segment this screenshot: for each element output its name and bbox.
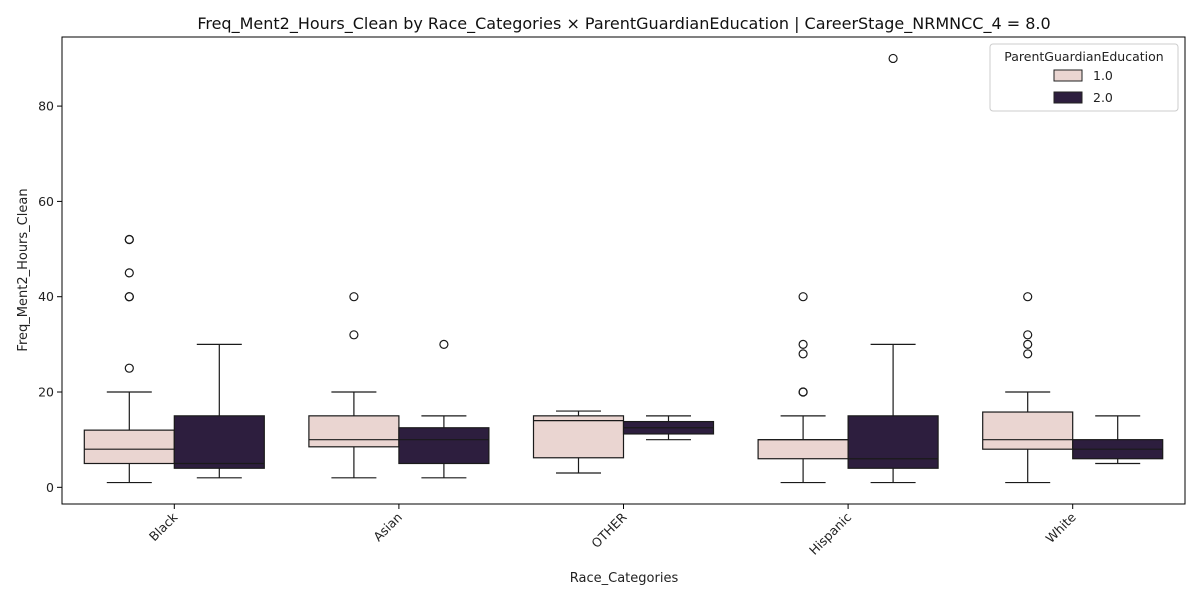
outlier-point — [1023, 292, 1033, 302]
outlier-point — [798, 339, 808, 349]
x-tick-label: Black — [146, 509, 181, 544]
box-body — [847, 415, 939, 469]
box-white-1-0 — [982, 292, 1074, 484]
box-hispanic-2-0 — [847, 53, 939, 484]
y-tick-label: 60 — [38, 194, 54, 209]
box-body — [308, 415, 400, 448]
outlier-point — [1023, 349, 1033, 359]
box-body — [83, 429, 175, 465]
chart-title: Freq_Ment2_Hours_Clean by Race_Categorie… — [197, 14, 1050, 34]
legend-swatch-2 — [1053, 91, 1083, 104]
plot-area — [83, 53, 1164, 484]
box-hispanic-1-0 — [757, 292, 849, 484]
box-other-1-0 — [532, 410, 625, 474]
legend-swatch-1 — [1053, 69, 1083, 82]
outlier-point — [439, 339, 449, 349]
box-body — [398, 427, 490, 465]
legend-label-2: 2.0 — [1093, 90, 1113, 105]
box-body — [982, 411, 1074, 450]
y-tick-label: 80 — [38, 99, 54, 114]
y-axis-title: Freq_Ment2_Hours_Clean — [16, 188, 31, 351]
y-tick-label: 40 — [38, 289, 54, 304]
outlier-point — [798, 349, 808, 359]
outlier-point — [124, 234, 134, 245]
outlier-point — [1023, 339, 1033, 349]
box-asian-1-0 — [308, 292, 400, 479]
x-tick-label: Hispanic — [806, 509, 854, 557]
outlier-point — [124, 292, 134, 302]
outlier-point — [798, 387, 808, 397]
outlier-point — [798, 292, 808, 302]
legend-label-1: 1.0 — [1093, 68, 1113, 83]
x-tick-label: Asian — [370, 510, 405, 545]
box-body — [532, 415, 625, 459]
outlier-point — [1023, 330, 1033, 340]
y-tick-label: 0 — [46, 480, 54, 495]
box-body — [173, 415, 265, 469]
box-other-2-0 — [622, 415, 715, 441]
x-tick-label: OTHER — [588, 509, 630, 551]
outlier-point — [888, 53, 898, 64]
box-asian-2-0 — [398, 339, 490, 479]
outlier-point — [349, 292, 359, 302]
box-white-2-0 — [1072, 415, 1164, 465]
x-axis-title: Race_Categories — [570, 571, 679, 586]
box-black-1-0 — [83, 234, 175, 484]
outlier-point — [349, 330, 359, 340]
x-tick-label: White — [1043, 509, 1080, 546]
box-body — [757, 439, 849, 460]
outlier-point — [124, 363, 134, 373]
legend: ParentGuardianEducation 1.0 2.0 — [989, 43, 1179, 112]
legend-title: ParentGuardianEducation — [1004, 49, 1163, 64]
box-black-2-0 — [173, 343, 265, 479]
y-tick-label: 20 — [38, 385, 54, 400]
legend-frame — [989, 43, 1179, 112]
outlier-point — [124, 268, 134, 278]
